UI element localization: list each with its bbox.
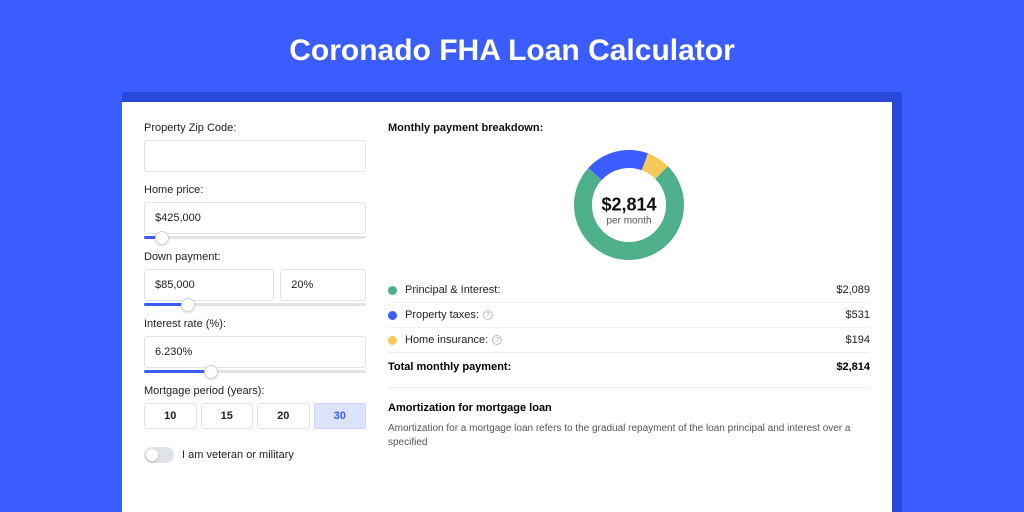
legend-dot <box>388 336 397 345</box>
amortization-section: Amortization for mortgage loan Amortizat… <box>388 387 870 450</box>
amortization-title: Amortization for mortgage loan <box>388 402 870 414</box>
legend-row: Property taxes:?$531 <box>388 302 870 327</box>
info-icon[interactable]: ? <box>492 335 502 345</box>
period-btn-15[interactable]: 15 <box>201 403 254 429</box>
amortization-text: Amortization for a mortgage loan refers … <box>388 422 870 450</box>
slider-thumb[interactable] <box>181 298 195 312</box>
breakdown-title: Monthly payment breakdown: <box>388 122 870 134</box>
legend-value: $2,089 <box>836 284 870 296</box>
legend-value: $531 <box>846 309 870 321</box>
down-payment-label: Down payment: <box>144 251 366 263</box>
legend-dot <box>388 286 397 295</box>
mortgage-period-field: Mortgage period (years): 10152030 <box>144 385 366 429</box>
info-icon[interactable]: ? <box>483 310 493 320</box>
donut-segment <box>595 159 645 174</box>
total-label: Total monthly payment: <box>388 361 836 373</box>
donut-amount: $2,814 <box>601 194 656 215</box>
period-btn-20[interactable]: 20 <box>257 403 310 429</box>
inputs-panel: Property Zip Code: Home price: Down paym… <box>122 102 382 512</box>
interest-rate-input[interactable] <box>144 336 366 368</box>
home-price-label: Home price: <box>144 184 366 196</box>
interest-rate-label: Interest rate (%): <box>144 318 366 330</box>
donut-sub: per month <box>601 215 656 226</box>
zip-label: Property Zip Code: <box>144 122 366 134</box>
mortgage-period-label: Mortgage period (years): <box>144 385 366 397</box>
zip-field: Property Zip Code: <box>144 122 366 172</box>
page-title: Coronado FHA Loan Calculator <box>0 0 1024 92</box>
interest-rate-field: Interest rate (%): <box>144 318 366 373</box>
total-row: Total monthly payment: $2,814 <box>388 352 870 385</box>
veteran-toggle[interactable] <box>144 447 174 463</box>
legend-label: Principal & Interest: <box>405 284 836 296</box>
slider-thumb[interactable] <box>204 365 218 379</box>
zip-input[interactable] <box>144 140 366 172</box>
slider-thumb[interactable] <box>155 231 169 245</box>
veteran-row: I am veteran or military <box>144 447 366 463</box>
legend: Principal & Interest:$2,089Property taxe… <box>388 278 870 352</box>
home-price-slider[interactable] <box>144 236 366 239</box>
toggle-knob <box>146 449 158 461</box>
donut-chart: $2,814 per month <box>388 144 870 278</box>
donut-center: $2,814 per month <box>601 194 656 226</box>
legend-label: Property taxes:? <box>405 309 846 321</box>
home-price-field: Home price: <box>144 184 366 239</box>
home-price-input[interactable] <box>144 202 366 234</box>
legend-row: Home insurance:?$194 <box>388 327 870 352</box>
interest-rate-slider[interactable] <box>144 370 366 373</box>
period-btn-10[interactable]: 10 <box>144 403 197 429</box>
donut-segment <box>645 162 662 173</box>
down-payment-percent-input[interactable] <box>280 269 366 301</box>
down-payment-slider[interactable] <box>144 303 366 306</box>
legend-dot <box>388 311 397 320</box>
down-payment-field: Down payment: <box>144 251 366 306</box>
legend-value: $194 <box>846 334 870 346</box>
breakdown-panel: Monthly payment breakdown: $2,814 per mo… <box>382 102 892 512</box>
period-options: 10152030 <box>144 403 366 429</box>
calculator-card: Property Zip Code: Home price: Down paym… <box>122 102 892 512</box>
period-btn-30[interactable]: 30 <box>314 403 367 429</box>
slider-fill <box>144 370 211 373</box>
card-shadow: Property Zip Code: Home price: Down paym… <box>122 92 902 512</box>
total-value: $2,814 <box>836 361 870 373</box>
legend-row: Principal & Interest:$2,089 <box>388 278 870 302</box>
legend-label: Home insurance:? <box>405 334 846 346</box>
down-payment-amount-input[interactable] <box>144 269 274 301</box>
veteran-label: I am veteran or military <box>182 449 294 461</box>
